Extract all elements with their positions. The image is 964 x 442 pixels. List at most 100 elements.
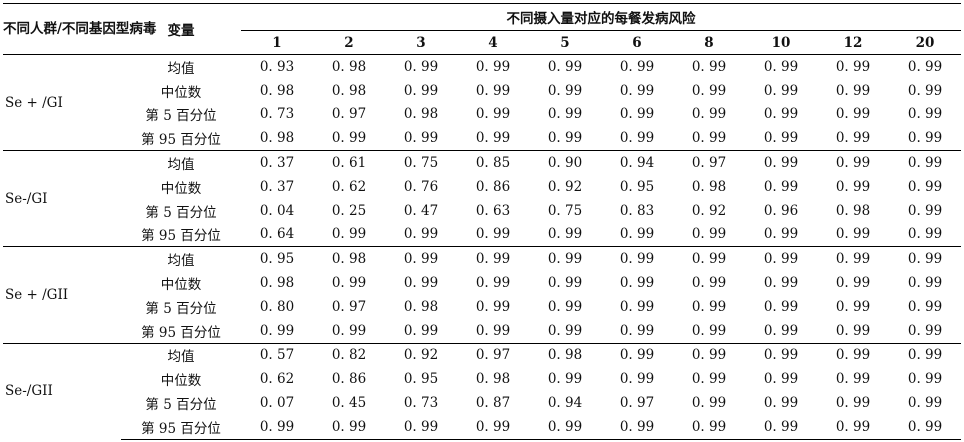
risk-value-cell: 0. 99: [907, 178, 943, 195]
risk-value-cell: 0. 99: [475, 275, 511, 292]
risk-value-cell: 0. 47: [403, 202, 439, 219]
variable-label: 中位数: [160, 277, 202, 294]
risk-value-cell: 0. 04: [259, 202, 295, 219]
risk-value-cell: 0. 99: [619, 82, 655, 99]
risk-value-cell: 0. 99: [331, 226, 367, 243]
risk-value-cell: 0. 99: [385, 414, 457, 440]
risk-value-cell: 0. 99: [403, 58, 439, 75]
risk-value-cell: 0. 99: [619, 226, 655, 243]
dose-header-cell: 3: [385, 30, 457, 55]
variable-label: 第 95 百分位: [141, 228, 221, 245]
risk-value-cell: 0. 93: [259, 58, 295, 75]
dose-header-cell: 5: [529, 30, 601, 55]
variable-label: 第 5 百分位: [145, 108, 217, 125]
risk-value-cell: 0. 99: [619, 130, 655, 147]
risk-value-cell: 0. 98: [403, 298, 439, 315]
risk-value-cell: 0. 86: [331, 371, 367, 388]
risk-value-cell: 0. 98: [403, 106, 439, 123]
risk-value-cell: 0. 99: [907, 106, 943, 123]
risk-value-cell: 0. 99: [475, 298, 511, 315]
risk-value-cell: 0. 99: [817, 150, 889, 175]
risk-value-cell: 0. 99: [835, 371, 871, 388]
table-row: Se + /GI 均值 0. 93 0. 98 0. 99 0. 99 0. 99 0. 99…: [3, 55, 961, 111]
risk-value-cell: 0. 99: [691, 226, 727, 243]
dose-header-cell: 2: [313, 30, 385, 55]
risk-value-cell: 0. 99: [763, 130, 799, 147]
risk-value-cell: 0. 99: [619, 322, 655, 339]
risk-value-cell: 0. 99: [835, 58, 871, 75]
risk-value-cell: 0. 92: [385, 342, 457, 368]
table-row: 中位数 0. 98 0. 98 0. 99 0. 99 0. 99 0. 99 0. 99 0.…: [3, 79, 961, 103]
variable-label: 中位数: [160, 373, 202, 390]
risk-value-cell: 0. 99: [475, 322, 511, 339]
risk-value-cell: 0. 99: [691, 322, 727, 339]
risk-value-cell: 0. 61: [313, 150, 385, 175]
risk-value-cell: 0. 95: [241, 246, 313, 272]
risk-value-cell: 0. 99: [547, 298, 583, 315]
dose-header-cell: 1: [241, 30, 313, 55]
risk-value-cell: 0. 99: [907, 322, 943, 339]
risk-value-cell: 0. 99: [331, 322, 367, 339]
risk-value-cell: 0. 98: [835, 202, 871, 219]
risk-value-cell: 0. 99: [817, 342, 889, 368]
risk-value-cell: 0. 98: [475, 371, 511, 388]
risk-value-cell: 0. 99: [673, 342, 745, 368]
variable-label: 均值: [167, 60, 195, 77]
risk-value-cell: 0. 97: [331, 298, 367, 315]
risk-value-cell: 0. 99: [691, 371, 727, 388]
risk-value-cell: 0. 99: [601, 342, 673, 368]
risk-value-cell: 0. 99: [403, 275, 439, 292]
table-header: 不同人群/不同基因型病毒 变量 不同摄入量对应的每餐发病风险 1 2 3 4 5 6 8 10…: [3, 3, 962, 55]
table-row: 中位数 0. 37 0. 62 0. 76 0. 86 0. 92 0. 95 0. 98 0.…: [3, 175, 961, 199]
risk-value-cell: 0. 99: [619, 106, 655, 123]
risk-value-cell: 0. 37: [259, 178, 295, 195]
risk-value-cell: 0. 99: [547, 226, 583, 243]
risk-value-cell: 0. 99: [385, 246, 457, 272]
risk-value-cell: 0. 97: [673, 150, 745, 175]
risk-value-cell: 0. 99: [763, 371, 799, 388]
risk-value-cell: 0. 86: [475, 178, 511, 195]
risk-value-cell: 0. 94: [601, 150, 673, 175]
risk-value-cell: 0. 99: [475, 58, 511, 75]
risk-value-cell: 0. 99: [403, 322, 439, 339]
risk-value-cell: 0. 98: [313, 246, 385, 272]
risk-value-cell: 0. 99: [475, 130, 511, 147]
risk-value-cell: 0. 99: [691, 275, 727, 292]
risk-value-cell: 0. 99: [763, 106, 799, 123]
risk-value-cell: 0. 62: [331, 178, 367, 195]
table-row: 第 95 百分位 0. 99 0. 99 0. 99 0. 99 0. 99 0. 99 0.…: [3, 319, 961, 343]
risk-value-cell: 0. 99: [907, 275, 943, 292]
risk-value-cell: 0. 99: [601, 414, 673, 440]
population-header: 不同人群/不同基因型病毒: [3, 3, 156, 55]
risk-value-cell: 0. 99: [619, 275, 655, 292]
risk-value-cell: 0. 99: [475, 106, 511, 123]
risk-value-cell: 0. 99: [907, 82, 943, 99]
risk-value-cell: 0. 98: [331, 82, 367, 99]
table-row: 中位数 0. 62 0. 86 0. 95 0. 98 0. 99 0. 99 0. 99 0.…: [3, 367, 961, 391]
group-label: Se-/GI: [3, 150, 121, 247]
table-row: Se-/GI 均值 0. 37 0. 61 0. 75 0. 85 0. 90 0. 94 0.…: [3, 150, 962, 247]
risk-value-cell: 0. 97: [457, 342, 529, 368]
risk-value-cell: 0. 94: [547, 395, 583, 412]
risk-value-cell: 0. 99: [547, 275, 583, 292]
dose-header-row: 1 2 3 4 5 6 8 10 12 20: [3, 30, 962, 55]
variable-label: 均值: [121, 342, 241, 368]
variable-label: 中位数: [160, 180, 202, 197]
risk-value-cell: 0. 07: [259, 395, 295, 412]
variable-label: 中位数: [160, 84, 202, 101]
risk-value-cell: 0. 99: [547, 58, 583, 75]
risk-value-cell: 0. 95: [619, 178, 655, 195]
risk-value-cell: 0. 99: [763, 226, 799, 243]
risk-value-cell: 0. 97: [331, 106, 367, 123]
risk-value-cell: 0. 98: [259, 82, 295, 99]
risk-value-cell: 0. 99: [763, 82, 799, 99]
risk-value-cell: 0. 99: [835, 322, 871, 339]
risk-value-cell: 0. 92: [547, 178, 583, 195]
risk-value-cell: 0. 99: [241, 414, 313, 440]
risk-value-cell: 0. 63: [475, 202, 511, 219]
risk-value-cell: 0. 99: [691, 130, 727, 147]
risk-value-cell: 0. 99: [547, 322, 583, 339]
risk-value-cell: 0. 99: [529, 246, 601, 272]
risk-value-cell: 0. 99: [673, 414, 745, 440]
table-row: 第 5 百分位 0. 80 0. 97 0. 98 0. 99 0. 99 0. 99 0. …: [3, 295, 961, 319]
